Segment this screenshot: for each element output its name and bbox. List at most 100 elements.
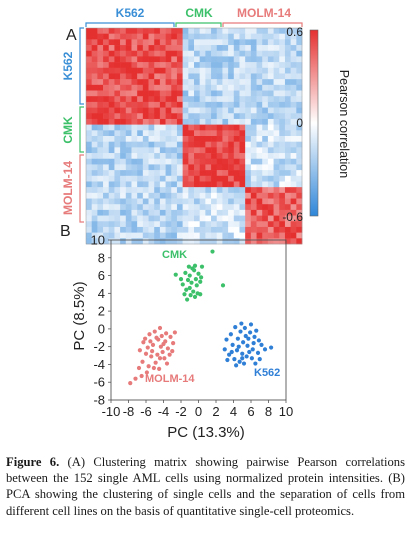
heatmap-cell (262, 221, 268, 227)
heatmap-cell (114, 176, 120, 182)
heatmap-cell (160, 73, 166, 79)
heatmap-cell (222, 136, 228, 142)
heatmap-cell (92, 68, 98, 74)
heatmap-cell (257, 136, 263, 142)
heatmap-cell (211, 51, 217, 57)
heatmap-cell (131, 28, 137, 34)
point-k562 (256, 351, 260, 355)
heatmap-cell (149, 204, 155, 210)
heatmap-cell (126, 233, 132, 239)
point-cmk (189, 293, 193, 297)
heatmap-cell (120, 28, 126, 34)
heatmap-cell (228, 238, 234, 244)
heatmap-cell (160, 193, 166, 199)
heatmap-cell (222, 204, 228, 210)
heatmap-cell (222, 73, 228, 79)
heatmap-cell (154, 79, 160, 85)
heatmap-cell (188, 56, 194, 62)
cluster-label-k562: K562 (254, 367, 280, 379)
heatmap-cell (154, 108, 160, 114)
heatmap-cell (137, 164, 143, 170)
heatmap-cell (97, 73, 103, 79)
point-k562 (263, 347, 267, 351)
heatmap-cell (296, 102, 302, 108)
heatmap-cell (245, 34, 251, 40)
heatmap-cell (114, 125, 120, 131)
heatmap-cell (183, 227, 189, 233)
heatmap-cell (177, 181, 183, 187)
heatmap-cell (222, 119, 228, 125)
heatmap-cell (131, 62, 137, 68)
heatmap-cell (262, 102, 268, 108)
heatmap-cell (97, 91, 103, 97)
heatmap-cell (194, 102, 200, 108)
heatmap-cell (251, 193, 257, 199)
heatmap-cell (97, 210, 103, 216)
point-k562 (254, 329, 258, 333)
heatmap-cell (245, 39, 251, 45)
heatmap-cell (296, 62, 302, 68)
heatmap-cell (222, 153, 228, 159)
heatmap-cell (291, 199, 297, 205)
heatmap-cell (285, 164, 291, 170)
point-k562 (232, 357, 236, 361)
heatmap-cell (171, 68, 177, 74)
heatmap-cell (188, 68, 194, 74)
heatmap-cell (137, 73, 143, 79)
point-cmk (185, 297, 189, 301)
heatmap-cell (291, 39, 297, 45)
top-group-label-molm14: MOLM-14 (237, 6, 291, 20)
heatmap-cell (291, 96, 297, 102)
heatmap-cell (97, 170, 103, 176)
heatmap-cell (126, 85, 132, 91)
heatmap-cell (103, 210, 109, 216)
heatmap-cell (92, 130, 98, 136)
point-k562 (238, 360, 242, 364)
heatmap-cell (291, 91, 297, 97)
heatmap-cell (109, 170, 115, 176)
heatmap-cell (251, 96, 257, 102)
heatmap-cell (228, 210, 234, 216)
heatmap-cell (200, 85, 206, 91)
point-cmk (179, 277, 183, 281)
heatmap-cell (188, 193, 194, 199)
heatmap-cell (149, 233, 155, 239)
heatmap-cell (251, 113, 257, 119)
heatmap-cell (177, 170, 183, 176)
heatmap-cell (143, 125, 149, 131)
heatmap-cell (137, 181, 143, 187)
heatmap-cell (126, 181, 132, 187)
heatmap-cell (154, 170, 160, 176)
heatmap-cell (103, 181, 109, 187)
heatmap-cell (143, 79, 149, 85)
left-group-label-k562: K562 (61, 51, 75, 80)
heatmap-cell (194, 45, 200, 51)
heatmap-cell (234, 153, 240, 159)
left-group-brackets (80, 28, 84, 222)
heatmap-cell (217, 216, 223, 222)
y-tick-label: -4 (93, 357, 105, 372)
heatmap-cell (188, 45, 194, 51)
heatmap-cell (92, 216, 98, 222)
heatmap-cell (120, 136, 126, 142)
heatmap-cell (228, 113, 234, 119)
point-molm14 (138, 348, 142, 352)
heatmap-cell (86, 136, 92, 142)
top-group-brackets (86, 23, 302, 27)
heatmap-cell (171, 187, 177, 193)
heatmap-cell (137, 204, 143, 210)
heatmap-cell (205, 193, 211, 199)
heatmap-cell (194, 238, 200, 244)
heatmap-cell (126, 108, 132, 114)
heatmap-cell (262, 51, 268, 57)
heatmap-cell (171, 159, 177, 165)
heatmap-cell (217, 181, 223, 187)
heatmap-cell (262, 176, 268, 182)
heatmap-cell (143, 233, 149, 239)
heatmap-cell (131, 142, 137, 148)
heatmap-cell (279, 199, 285, 205)
heatmap-cell (217, 164, 223, 170)
point-cmk (198, 280, 202, 284)
heatmap-cell (126, 170, 132, 176)
heatmap-cell (257, 96, 263, 102)
